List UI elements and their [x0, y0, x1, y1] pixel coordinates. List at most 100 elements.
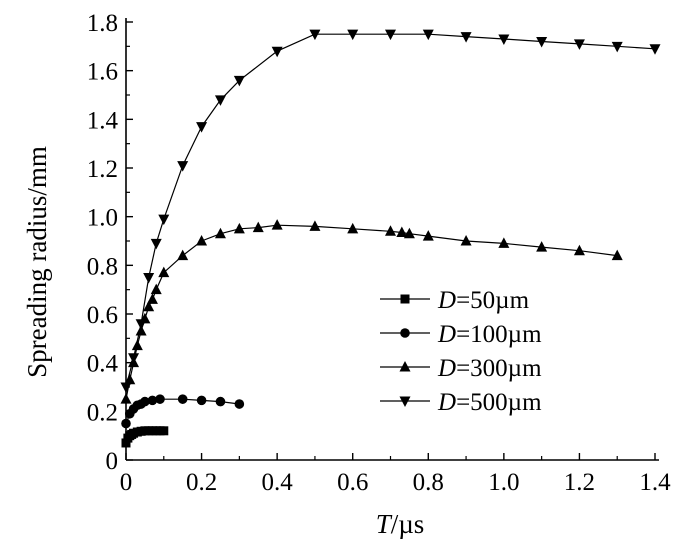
data-point	[611, 41, 623, 53]
x-tick-label: 0	[120, 469, 133, 496]
data-point	[536, 241, 548, 252]
legend-item: D=500µm	[380, 389, 542, 416]
data-point	[214, 95, 226, 106]
axes: 0 0.2 0.4 0.6 0.8 1.0 1.2 1.4 0 0.2 0.4 0.6 0.8 1.0 1.…	[87, 10, 671, 496]
data-point	[143, 300, 155, 312]
y-axis-title: Spreading radius/mm	[22, 146, 52, 378]
data-point	[233, 75, 245, 87]
data-point	[271, 46, 283, 58]
data-point	[143, 273, 155, 284]
y-tick-label: 0.4	[87, 351, 119, 378]
legend-item: D=300µm	[380, 355, 542, 382]
data-point	[155, 394, 165, 404]
legend-marker	[399, 396, 411, 407]
data-point	[460, 32, 472, 43]
series-triangle-up	[120, 219, 623, 404]
data-point	[385, 225, 396, 236]
data-point	[347, 29, 359, 41]
data-point	[252, 221, 264, 233]
series-triangle-down	[120, 29, 661, 393]
data-point	[233, 222, 245, 234]
data-point	[196, 122, 208, 133]
data-point	[158, 266, 170, 278]
legend-item: D=50µm	[380, 287, 530, 314]
data-point	[271, 219, 283, 230]
y-tick-label: 1.8	[87, 10, 118, 37]
series-group	[120, 29, 661, 448]
data-point	[146, 293, 158, 304]
data-point	[121, 438, 131, 448]
data-point	[309, 220, 321, 231]
x-axis-title: T/µs	[376, 509, 425, 539]
series-square	[121, 426, 169, 448]
data-point	[177, 394, 188, 404]
data-point	[498, 237, 510, 248]
y-tick-label: 1.0	[87, 205, 118, 232]
data-point	[131, 339, 143, 351]
data-point	[234, 399, 245, 409]
series-circle	[121, 394, 245, 429]
data-point	[460, 235, 472, 246]
data-point	[177, 161, 189, 172]
data-point	[403, 227, 415, 239]
legend-label: D=50µm	[437, 287, 530, 314]
legend-label-value: =500µm	[456, 389, 542, 416]
data-point	[536, 36, 548, 48]
data-point	[158, 214, 170, 226]
data-point	[214, 227, 226, 239]
legend-marker	[399, 361, 411, 372]
data-point	[573, 244, 585, 256]
y-tick-label: 1.6	[87, 59, 118, 86]
legend-label-value: =100µm	[456, 321, 542, 348]
data-point	[135, 319, 147, 330]
data-point	[135, 325, 147, 336]
x-tick-label: 1.0	[488, 469, 519, 496]
legend-label-value: =300µm	[456, 355, 542, 382]
data-point	[150, 238, 162, 250]
legend-label-variable: D	[437, 287, 456, 314]
legend-label: D=300µm	[437, 355, 542, 382]
data-point	[422, 29, 434, 41]
legend-label-value: =50µm	[456, 287, 530, 314]
data-point	[498, 34, 510, 46]
data-point	[120, 382, 132, 393]
data-point	[196, 395, 207, 406]
x-tick-label: 1.4	[639, 469, 671, 496]
legend-item: D=100µm	[380, 321, 542, 348]
x-tick-label: 1.2	[564, 469, 595, 496]
data-point	[177, 249, 189, 261]
legend-label-variable: D	[437, 355, 456, 382]
data-point	[159, 426, 169, 436]
x-axis-title-unit: /µs	[391, 509, 425, 539]
x-tick-label: 0.6	[337, 469, 368, 496]
legend-marker	[400, 328, 410, 338]
series-line	[125, 33, 656, 388]
legend-marker	[400, 294, 410, 304]
data-point	[347, 222, 359, 234]
legend-label-variable: D	[437, 321, 456, 348]
y-tick-label: 0.8	[87, 253, 118, 280]
data-point	[147, 395, 158, 406]
data-point	[611, 249, 623, 261]
x-tick-label: 0.4	[262, 469, 294, 496]
y-tick-label: 1.4	[87, 107, 119, 134]
data-point	[385, 29, 396, 41]
x-tick-label: 0.2	[186, 469, 217, 496]
legend-label-variable: D	[437, 389, 456, 416]
data-point	[120, 393, 132, 404]
y-tick-label: 0.6	[87, 302, 118, 329]
y-tick-label: 0.2	[87, 399, 118, 426]
legend-label: D=100µm	[437, 321, 542, 348]
data-point	[121, 418, 131, 429]
data-point	[128, 353, 140, 364]
data-point	[649, 44, 661, 55]
data-point	[215, 396, 226, 407]
x-tick-label: 0.8	[413, 469, 444, 496]
data-point	[150, 283, 162, 295]
data-point	[309, 29, 321, 41]
data-point	[140, 396, 150, 407]
x-axis-title-variable: T	[376, 509, 393, 539]
legend-label: D=500µm	[437, 389, 542, 416]
